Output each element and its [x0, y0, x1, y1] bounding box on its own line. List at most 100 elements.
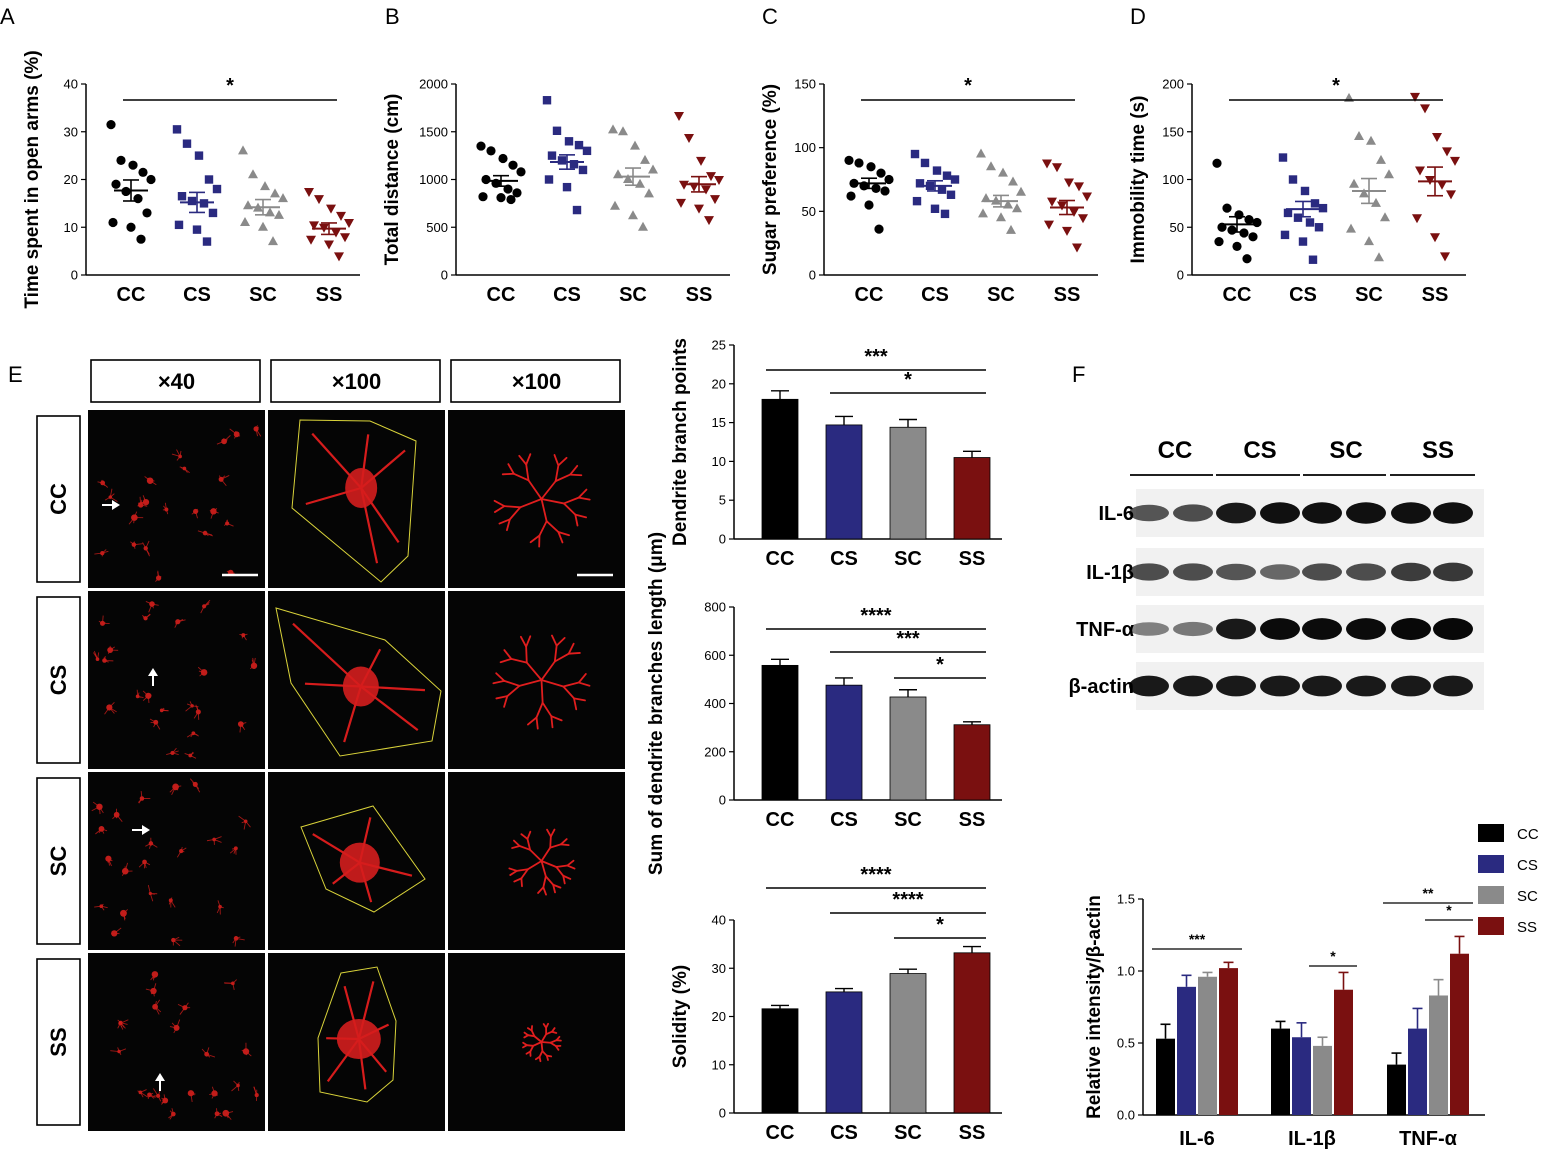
panel-c-point-cc [874, 224, 884, 234]
panel-c-point-ss [1044, 220, 1054, 230]
panel-e-1-y-axis-label: Dendrite branch points [670, 338, 691, 546]
panel-c-point-sc [981, 193, 991, 203]
panel-f-bar-ss [1334, 989, 1353, 1115]
panel-d-scatter-chart: 0 50 100 150 200 Immobility time (s) CC CS SC SS * [1128, 75, 1466, 306]
blot-band [1346, 563, 1386, 581]
panel-d-y-axis-label: Immobility time (s) [1128, 96, 1149, 264]
group-label-box [36, 415, 81, 583]
panel-a-category-label-sc: SC [249, 284, 277, 306]
blot-band [1173, 504, 1213, 522]
panel-c-point-ss [1064, 178, 1074, 188]
blot-band [1302, 675, 1342, 697]
panel-c-category-label-sc: SC [987, 284, 1015, 306]
panel-e-2-significance-label: *** [896, 628, 920, 650]
panel-a-point-cc [136, 234, 146, 244]
panel-d-point-sc [1376, 154, 1386, 164]
panel-a-point-cs [192, 225, 202, 234]
panel-c-point-sc [998, 167, 1008, 177]
panel-c-point-ss [1082, 192, 1092, 202]
panel-a-category-label-cs: CS [183, 284, 211, 306]
panel-a-point-cc [126, 222, 136, 232]
arrow-icon [148, 668, 158, 686]
panel-a-point-sc [238, 145, 248, 155]
panel-e-1-bar-cc [761, 398, 799, 540]
panel-a-point-cs [172, 125, 182, 134]
panel-d-point-sc [1374, 252, 1384, 262]
cytokine-bar-chart: 0.0 0.5 1.0 1.5 Relative intensity/β-actin IL… [1084, 824, 1539, 1150]
panel-c-point-cc [880, 186, 890, 196]
panel-b-point-ss [684, 133, 694, 143]
microglia-field [110, 971, 259, 1120]
panel-a-point-ss [334, 252, 344, 262]
panel-f-significance-label: *** [1189, 931, 1206, 947]
blot-band [1302, 563, 1342, 581]
blot-band [1346, 618, 1386, 640]
panel-c-point-ss [1074, 182, 1084, 192]
panel-d-category-label-ss: SS [1422, 284, 1449, 306]
panel-c-category-label-cc: CC [855, 284, 884, 306]
panel-e-2-significance-label: * [936, 654, 944, 676]
panel-f-ytick-label: 0.5 [1117, 1036, 1135, 1051]
panel-c-point-cs [942, 171, 952, 180]
legend-label-ss: SS [1517, 919, 1537, 936]
panel-e-2-ytick-label: 200 [704, 744, 726, 759]
panel-d-point-cc [1239, 228, 1249, 238]
blot-band [1260, 502, 1300, 524]
blot-band [1173, 563, 1213, 581]
panel-e-1-ytick-label: 15 [712, 415, 726, 430]
panel-a-point-cs [208, 208, 218, 218]
panel-a-category-label-cc: CC [117, 284, 146, 306]
panel-b-point-ss [701, 185, 711, 195]
micrograph-ss-3 [448, 953, 625, 1131]
panel-e-1-ytick-label: 5 [719, 493, 726, 508]
blot-band [1433, 562, 1473, 582]
blot-band [1433, 618, 1473, 640]
magnification-label: ×40 [158, 369, 195, 394]
group-label-box [36, 777, 81, 945]
panel-e-2-bar-sc [889, 696, 927, 801]
panel-a-point-cc [133, 194, 143, 204]
panel-d-point-cs [1300, 186, 1310, 196]
arrow-icon [102, 500, 120, 510]
panel-d-category-label-sc: SC [1355, 284, 1383, 306]
skeleton-trace [508, 828, 576, 896]
panel-e-2-ytick-label: 800 [704, 600, 726, 615]
blot-band-label: β-actin [1068, 676, 1134, 698]
panel-b-point-ss [704, 216, 714, 226]
panel-a-point-cc [108, 217, 118, 228]
panel-letter-b: B [385, 4, 400, 29]
panel-d-ytick-label: 100 [1162, 172, 1184, 187]
panel-c-point-ss [1062, 226, 1072, 236]
panel-e-2-category-label-sc: SC [894, 809, 922, 831]
panel-d-point-cc [1244, 215, 1254, 225]
panel-f-category-label: TNF-α [1399, 1128, 1458, 1150]
legend-label-cs: CS [1517, 857, 1538, 874]
panel-e-2-ytick-label: 400 [704, 696, 726, 711]
panel-a-point-sc [270, 188, 280, 198]
panel-e-3-bar-cs [825, 991, 863, 1114]
blot-band [1216, 675, 1256, 697]
panel-letter-e: E [8, 362, 23, 387]
arrow-icon [155, 1073, 165, 1091]
panel-b-category-label-cc: CC [487, 284, 516, 306]
panel-e-1-bar-ss [953, 457, 991, 540]
microglia-field [93, 599, 258, 759]
panel-b-ytick-label: 1000 [419, 172, 448, 187]
panel-a-point-cs [187, 196, 197, 206]
panel-c-point-cc [846, 191, 856, 201]
panel-c-point-sc [978, 208, 988, 218]
blot-band [1173, 675, 1213, 697]
panel-a-point-cs [202, 237, 212, 246]
panel-d-point-ss [1450, 156, 1460, 166]
panel-b-point-sc [644, 188, 654, 198]
panel-b-category-label-sc: SC [619, 284, 647, 306]
panel-b-point-ss [696, 156, 706, 166]
panel-e-3-bar-cc [761, 1008, 799, 1114]
panel-c-point-sc [976, 148, 986, 158]
panel-a-ytick-label: 30 [64, 124, 78, 139]
panel-e-3-category-label-cs: CS [830, 1122, 858, 1144]
panel-a-point-cs [212, 184, 222, 194]
blot-band [1129, 622, 1169, 636]
blot-band [1433, 502, 1473, 524]
panel-a-point-sc [248, 169, 258, 179]
